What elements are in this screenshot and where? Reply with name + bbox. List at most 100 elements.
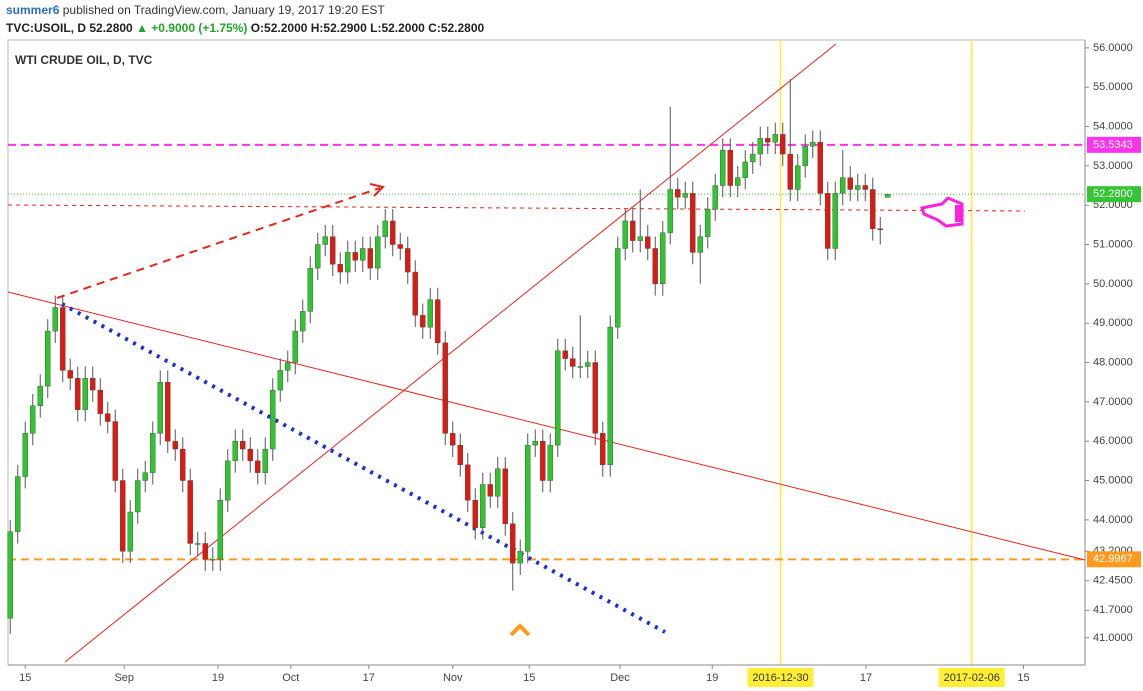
published: published on TradingView.com, January 19…	[62, 3, 385, 17]
candle-body	[45, 330, 51, 387]
candle-body	[607, 326, 613, 465]
y-tick-label: 42.4500	[1093, 575, 1133, 587]
x-tick-label: Dec	[610, 672, 630, 684]
y-tick-label: 47.0000	[1093, 396, 1133, 408]
candle-body	[682, 193, 688, 198]
candle-body	[735, 177, 741, 186]
candle-body	[727, 149, 733, 186]
candle-body	[585, 362, 591, 367]
candle-body	[112, 421, 118, 481]
candle-body	[675, 189, 681, 198]
candle-body	[330, 236, 336, 265]
candle-body	[480, 484, 486, 528]
candle-body	[705, 208, 711, 237]
candle-body	[780, 134, 786, 155]
candle-body	[420, 315, 426, 328]
price-axis	[1085, 40, 1143, 665]
candle-body	[30, 405, 36, 434]
candle-body	[352, 252, 358, 261]
candle-body	[187, 480, 193, 544]
candle-body	[832, 193, 838, 249]
candle-body	[127, 511, 133, 552]
candle-body	[765, 138, 771, 143]
hand-icon[interactable]	[920, 196, 964, 228]
candle-body	[555, 350, 561, 446]
candle-body	[60, 307, 66, 371]
candle-body	[315, 244, 321, 269]
candle-body	[157, 381, 163, 434]
trend-line[interactable]	[61, 302, 666, 634]
y-tick-label: 41.7000	[1093, 604, 1133, 616]
candle-body	[525, 444, 531, 552]
candle-body	[217, 499, 223, 560]
y-tick-label: 53.0000	[1093, 160, 1133, 172]
candle-body	[240, 440, 246, 450]
candle-body	[285, 362, 291, 371]
candle-body	[570, 358, 576, 367]
candle-body	[367, 248, 373, 269]
arrow-marker[interactable]	[509, 623, 531, 637]
trend-line[interactable]	[64, 43, 837, 663]
candle-body	[405, 248, 411, 273]
candle-body	[435, 299, 441, 344]
candle-body	[397, 244, 403, 249]
candle-body	[877, 228, 883, 230]
trend-line[interactable]	[7, 204, 1026, 212]
change: ▲ +0.9000 (+1.75%)	[136, 21, 248, 35]
candle-body	[795, 165, 801, 190]
trend-arrow[interactable]	[56, 187, 381, 299]
candle-body	[210, 558, 216, 561]
header-line: TVC:USOIL, D 52.2800 ▲ +0.9000 (+1.75%) …	[6, 21, 484, 35]
candle-body	[465, 464, 471, 501]
candle-body	[292, 330, 298, 363]
trend-line[interactable]	[7, 291, 1086, 561]
y-tick-label: 46.0000	[1093, 435, 1133, 447]
candle-body	[825, 193, 831, 249]
candle-body	[510, 523, 516, 564]
candle-body	[322, 236, 328, 245]
candle-body	[495, 468, 501, 497]
ohlc: O:52.2000 H:52.2900 L:52.2000 C:52.2800	[250, 21, 485, 35]
candle-body	[165, 381, 171, 442]
candle-body	[600, 433, 606, 465]
candle-body	[97, 389, 103, 414]
price-label-box	[1087, 136, 1141, 153]
candle-body	[360, 248, 366, 261]
candle-body	[7, 531, 13, 619]
candle-body	[202, 543, 208, 560]
candle-body	[810, 142, 816, 147]
candle-body	[742, 161, 748, 178]
candle-body	[225, 460, 231, 501]
candle-body	[300, 311, 306, 332]
candle-body	[262, 448, 268, 473]
candle-body	[307, 267, 313, 312]
candle-body	[232, 440, 238, 462]
candle-body	[90, 378, 96, 391]
x-tick-label: 19	[212, 672, 224, 684]
last-price: 52.2800	[89, 21, 133, 35]
candle-body	[120, 480, 126, 552]
x-tick-label: 17	[860, 672, 872, 684]
candle-body	[532, 440, 538, 446]
candle-body	[817, 142, 823, 194]
candle-body	[412, 271, 418, 316]
candle-body	[540, 440, 546, 481]
y-tick-label: 45.0000	[1093, 474, 1133, 486]
x-tick-label: 17	[363, 672, 375, 684]
candle-body	[615, 248, 621, 328]
x-tick-label: Sep	[114, 672, 134, 684]
chart-title: WTI CRUDE OIL, D, TVC	[15, 53, 153, 67]
y-tick-label: 41.0000	[1093, 632, 1133, 644]
candle-body	[847, 177, 853, 190]
candle-body	[277, 370, 283, 391]
candle-body	[750, 153, 756, 163]
candle-body	[22, 433, 28, 477]
candle-body	[450, 433, 456, 446]
author[interactable]: summer6	[6, 3, 60, 17]
x-tick-label: Nov	[443, 672, 463, 684]
candle-body	[135, 480, 141, 513]
candle-body	[667, 189, 673, 233]
candle-body	[255, 460, 261, 473]
